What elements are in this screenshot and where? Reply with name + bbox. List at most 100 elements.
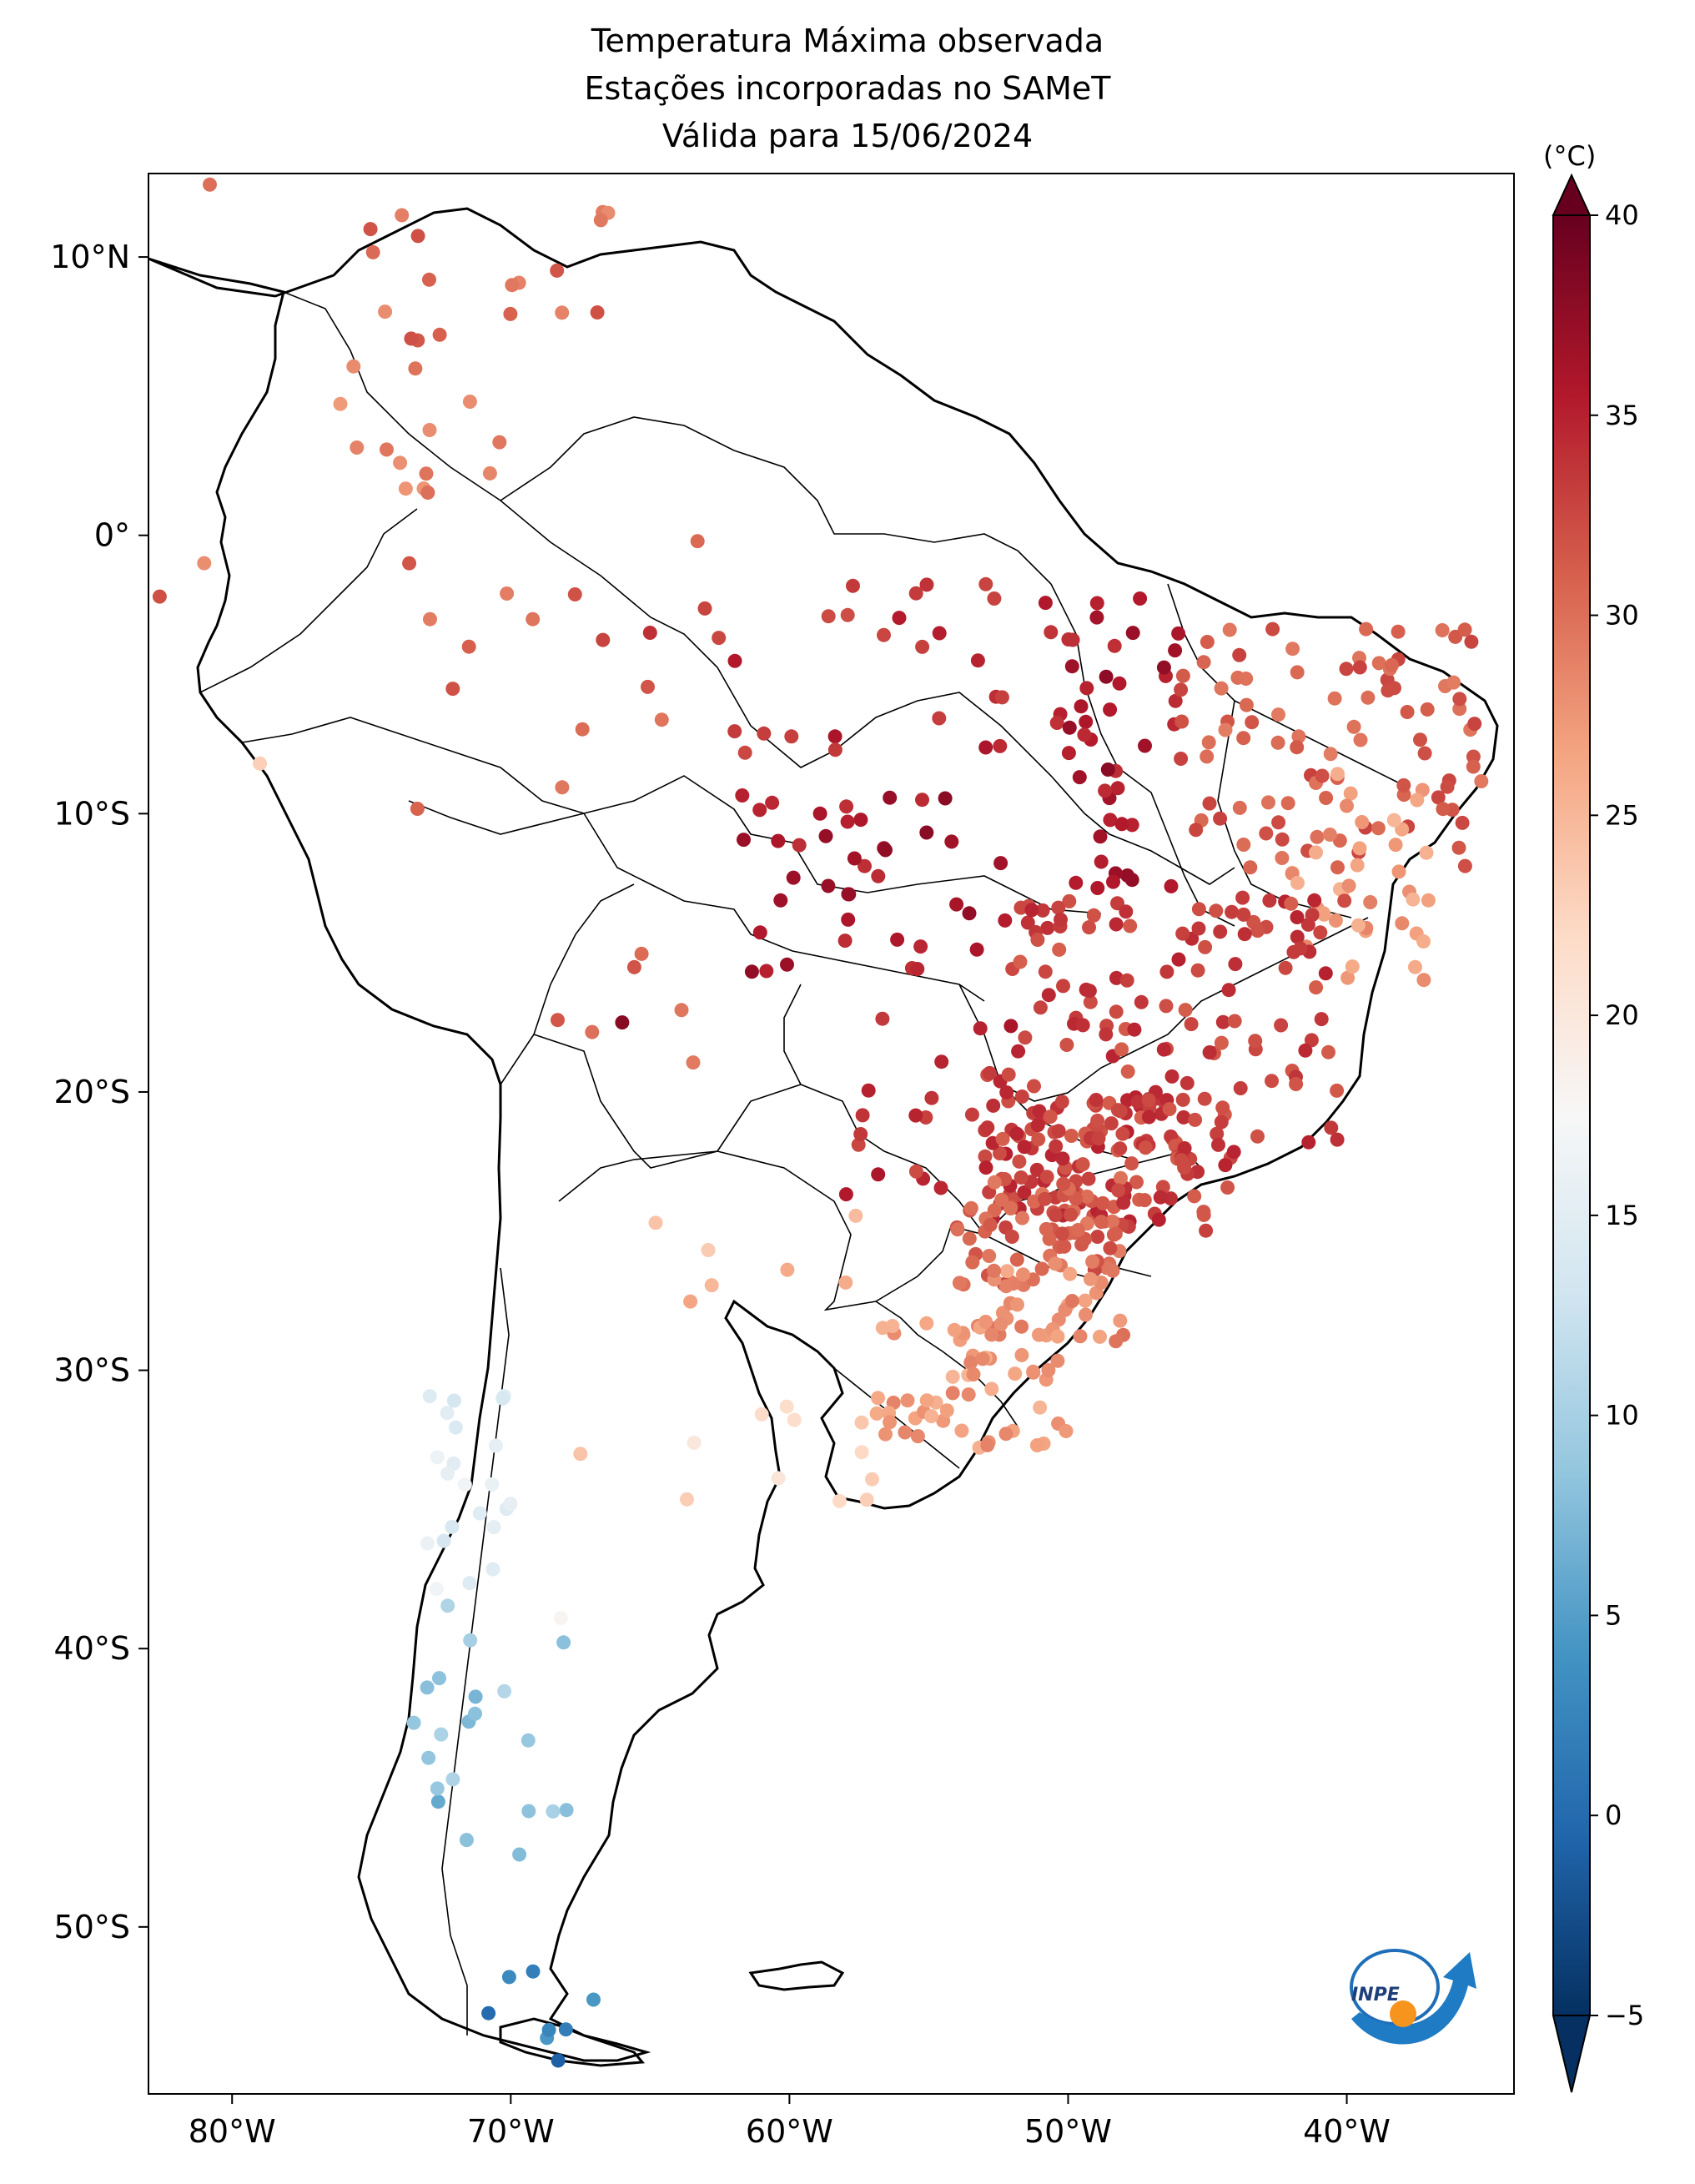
- station-point: [1099, 1027, 1114, 1042]
- station-point: [853, 1127, 868, 1141]
- station-point: [1125, 626, 1140, 641]
- station-point: [1352, 841, 1367, 856]
- station-point: [1345, 959, 1360, 974]
- station-point: [1467, 717, 1482, 732]
- station-point: [555, 780, 570, 795]
- station-point: [1009, 1252, 1024, 1267]
- station-point: [512, 1847, 527, 1862]
- station-point: [488, 1438, 503, 1453]
- station-point: [550, 263, 565, 278]
- station-point: [1174, 682, 1189, 697]
- falkland-islands: [748, 1960, 845, 1991]
- station-point: [1112, 676, 1127, 691]
- station-point: [575, 722, 590, 737]
- station-point: [434, 1727, 449, 1742]
- station-point: [1202, 1045, 1217, 1059]
- station-point: [1319, 791, 1334, 805]
- station-point: [1309, 980, 1324, 995]
- station-point: [457, 1477, 472, 1492]
- station-point: [999, 1085, 1014, 1100]
- station-point: [1039, 1170, 1054, 1185]
- station-point: [505, 278, 520, 293]
- station-point: [773, 893, 788, 908]
- station-point: [462, 395, 477, 409]
- station-point: [913, 939, 928, 954]
- station-point: [1346, 719, 1361, 734]
- station-point: [999, 1264, 1014, 1279]
- station-point: [346, 359, 361, 374]
- station-point: [1013, 900, 1029, 915]
- station-point: [1109, 1334, 1124, 1349]
- station-point: [1105, 1214, 1119, 1229]
- station-point: [1466, 749, 1481, 764]
- tierra-del-fuego: [499, 2017, 646, 2067]
- station-point: [1290, 929, 1305, 944]
- station-point: [1270, 735, 1285, 750]
- station-point: [503, 306, 518, 321]
- station-point: [1075, 1157, 1090, 1172]
- station-point: [1290, 875, 1305, 890]
- colorbar-tick-label: 30: [1605, 600, 1639, 632]
- station-point: [1008, 1366, 1023, 1381]
- station-point: [934, 1054, 949, 1069]
- station-point: [1274, 1018, 1289, 1033]
- station-point: [551, 1013, 565, 1028]
- station-point: [1090, 1230, 1105, 1244]
- station-point: [933, 1180, 948, 1195]
- station-point: [998, 1427, 1013, 1442]
- station-point: [1184, 1017, 1199, 1032]
- station-point: [1261, 795, 1275, 810]
- station-point: [1113, 1141, 1128, 1156]
- station-point: [752, 803, 767, 818]
- station-point: [406, 1715, 421, 1730]
- station-point: [978, 1149, 993, 1164]
- station-point: [1109, 917, 1124, 932]
- station-point: [878, 843, 893, 858]
- station-point: [915, 639, 930, 654]
- station-point: [1245, 715, 1260, 730]
- station-point: [1359, 621, 1374, 637]
- station-point: [939, 1403, 954, 1418]
- station-point: [1313, 925, 1328, 940]
- station-point: [1111, 1183, 1126, 1198]
- station-point: [1191, 921, 1206, 936]
- station-point: [440, 1598, 455, 1613]
- station-point: [1371, 656, 1386, 671]
- station-point: [1218, 722, 1233, 737]
- station-point: [1455, 815, 1470, 830]
- station-point: [393, 455, 408, 471]
- station-point: [1014, 1089, 1029, 1104]
- station-point: [1159, 964, 1174, 979]
- station-point: [445, 1519, 460, 1534]
- station-point: [432, 327, 447, 342]
- station-point: [1284, 896, 1299, 911]
- lat-tick-label: 40°S: [54, 1630, 130, 1667]
- lat-tick-label: 50°S: [54, 1909, 130, 1945]
- station-point: [1420, 702, 1435, 717]
- lat-tick-label: 30°S: [54, 1352, 130, 1389]
- station-point: [1151, 1212, 1166, 1227]
- station-point: [1103, 702, 1118, 717]
- title-line-2: Estações incorporadas no SAMeT: [584, 70, 1111, 107]
- station-point: [1054, 1226, 1069, 1241]
- station-point: [1352, 660, 1367, 675]
- station-point: [573, 1447, 588, 1462]
- station-point: [987, 591, 1002, 606]
- station-point: [422, 1389, 437, 1404]
- station-point: [485, 1562, 500, 1577]
- station-point: [1001, 1067, 1016, 1082]
- station-point: [1059, 1038, 1074, 1052]
- station-point: [1221, 983, 1236, 998]
- station-point: [1113, 1104, 1128, 1119]
- station-point: [1114, 817, 1129, 832]
- station-point: [446, 1393, 461, 1408]
- station-point: [1250, 923, 1265, 939]
- station-point: [1310, 829, 1325, 844]
- station-point: [1285, 642, 1300, 657]
- station-point: [648, 1215, 663, 1230]
- station-point: [1016, 1267, 1030, 1282]
- station-point: [152, 589, 167, 604]
- station-point: [683, 1294, 698, 1309]
- station-point: [503, 1497, 518, 1512]
- colorbar-tick-label: 40: [1605, 199, 1639, 231]
